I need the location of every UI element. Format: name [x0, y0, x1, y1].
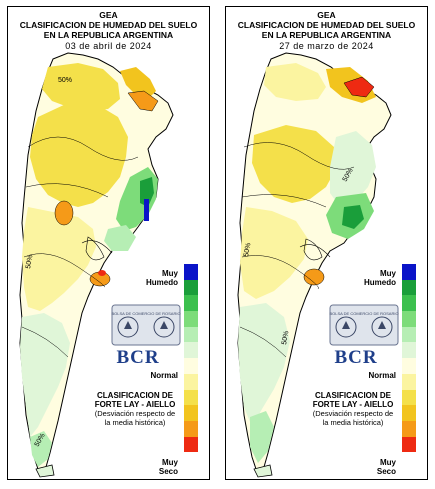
legend-label-muy-seco: Muy Seco	[138, 458, 178, 476]
legend-label-line: Humedo	[146, 278, 178, 287]
legend-swatch	[402, 358, 416, 374]
legend-label-muy-humedo: Muy Humedo	[356, 269, 396, 287]
legend-swatch	[184, 326, 198, 343]
argentina-soil-moisture-map: 50% 50% 50%	[19, 52, 174, 478]
legend-swatch	[184, 342, 198, 359]
classification-title-line: CLASIFICACION DE	[315, 391, 391, 400]
contour-label: 50%	[25, 254, 34, 269]
classification-title-line: CLASIFICACION DE	[97, 391, 173, 400]
bcr-logo-text: BCR	[116, 347, 160, 368]
bcr-seal-logo: BOLSA DE COMERCIO DE ROSARIO	[329, 304, 399, 346]
legend-swatch	[184, 389, 198, 406]
date-label: 03 de abril de 2024	[65, 41, 152, 51]
legend-label-muy-seco: Muy Seco	[356, 458, 396, 476]
legend-swatch	[402, 436, 416, 453]
argentina-soil-moisture-map: 50% 50% 50%	[237, 52, 392, 478]
legend-label-line: Muy	[380, 269, 396, 278]
classification-sub-line: la media histórica)	[322, 418, 384, 427]
color-legend	[184, 264, 198, 453]
classification-note: CLASIFICACION DE FORTE LAY - AIELLO (Des…	[308, 391, 398, 427]
contour-label: 50%	[58, 77, 72, 84]
legend-label-line: Muy	[162, 269, 178, 278]
legend-label-muy-humedo: Muy Humedo	[138, 269, 178, 287]
legend-swatch	[184, 405, 198, 421]
title-line-2: CLASIFICACION DE HUMEDAD DEL SUELO	[19, 20, 198, 30]
legend-swatch	[184, 373, 198, 390]
title-line-3: EN LA REPUBLICA ARGENTINA	[43, 30, 174, 40]
bcr-seal-logo: BOLSA DE COMERCIO DE ROSARIO	[111, 304, 181, 346]
title-line-2: CLASIFICACION DE HUMEDAD DEL SUELO	[237, 20, 416, 30]
legend-swatch	[402, 326, 416, 343]
classification-note: CLASIFICACION DE FORTE LAY - AIELLO (Des…	[90, 391, 180, 427]
legend-swatch	[184, 311, 198, 327]
contour-label: 50%	[281, 330, 290, 345]
legend-swatch	[184, 279, 198, 296]
legend-swatch	[184, 436, 198, 453]
seal-text: BOLSA DE COMERCIO DE ROSARIO	[111, 311, 180, 316]
seal-text: BOLSA DE COMERCIO DE ROSARIO	[329, 311, 398, 316]
classification-sub-line: (Desviación respecto de	[94, 409, 176, 418]
legend-label-line: Muy	[380, 458, 396, 467]
legend-swatch	[184, 358, 198, 374]
date-label: 27 de marzo de 2024	[279, 41, 374, 51]
legend-swatch	[402, 279, 416, 296]
title-line-3: EN LA REPUBLICA ARGENTINA	[261, 30, 392, 40]
classification-sub-line: la media histórica)	[104, 418, 166, 427]
legend-label-line: Seco	[376, 467, 396, 476]
legend-swatch	[402, 389, 416, 406]
classification-title-line: FORTE LAY - AIELLO	[312, 400, 394, 409]
legend-swatch	[402, 420, 416, 437]
classification-sub-line: (Desviación respecto de	[312, 409, 394, 418]
legend-swatch	[402, 295, 416, 312]
title-line-1: GEA	[317, 10, 336, 20]
legend-label-line: Muy	[162, 458, 178, 467]
legend-swatch	[184, 420, 198, 437]
legend-label-normal: Normal	[368, 371, 396, 380]
contour-label: 50%	[243, 242, 252, 257]
soil-moisture-panel-left: 50% 50% 50% GEA CLASIFICACION DE HUMEDAD…	[7, 6, 210, 480]
color-legend	[402, 264, 416, 453]
classification-title-line: FORTE LAY - AIELLO	[94, 400, 176, 409]
soil-moisture-panel-right: 50% 50% 50% GEA CLASIFICACION DE HUMEDAD…	[225, 6, 428, 480]
legend-swatch	[184, 295, 198, 312]
legend-label-normal: Normal	[150, 371, 178, 380]
legend-label-line: Humedo	[364, 278, 396, 287]
legend-swatch	[402, 342, 416, 359]
legend-swatch	[402, 405, 416, 421]
title-line-1: GEA	[99, 10, 118, 20]
legend-swatch	[184, 264, 198, 280]
legend-swatch	[402, 264, 416, 280]
legend-swatch	[402, 373, 416, 390]
bcr-logo-text: BCR	[334, 347, 378, 368]
legend-swatch	[402, 311, 416, 327]
legend-label-line: Seco	[158, 467, 178, 476]
